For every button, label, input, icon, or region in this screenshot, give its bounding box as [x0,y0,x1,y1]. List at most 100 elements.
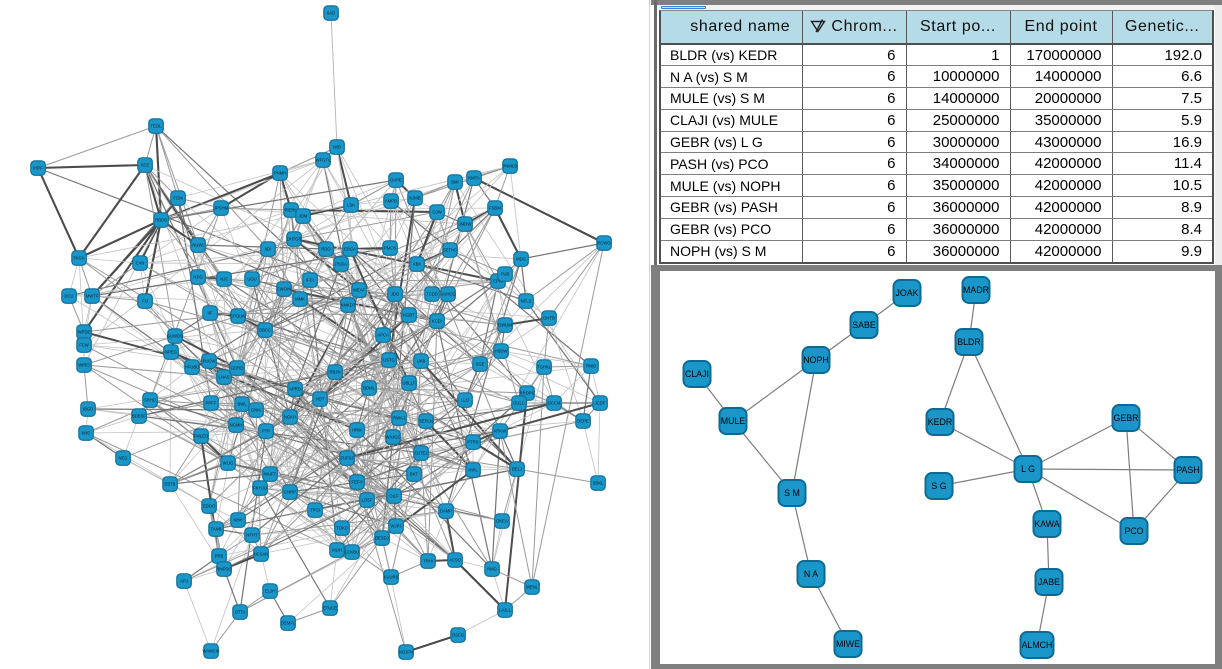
svg-text:MUH: MUH [332,548,342,553]
svg-text:JPSHM: JPSHM [214,206,229,211]
svg-text:PUB: PUB [501,272,510,277]
svg-text:RWAJ: RWAJ [393,416,405,421]
svg-text:BWL: BWL [237,402,247,407]
svg-text:WID: WID [333,145,341,150]
svg-text:GEBR: GEBR [1114,413,1139,423]
svg-text:TEOL: TEOL [151,124,163,129]
svg-text:OEMFL: OEMFL [281,621,296,626]
svg-text:IIDI: IIDI [265,247,272,252]
svg-text:SRHO: SRHO [144,398,157,403]
svg-text:NGKH: NGKH [284,415,296,420]
svg-text:CNRP: CNRP [284,490,296,495]
svg-text:L G: L G [1021,464,1035,474]
svg-text:PIERN: PIERN [285,208,298,213]
svg-text:OULC: OULC [513,401,525,406]
svg-text:DWUM: DWUM [498,323,512,328]
svg-text:UGU: UGU [247,277,256,282]
svg-text:RBDS: RBDS [155,218,167,223]
svg-text:OSCG: OSCG [452,633,464,638]
svg-text:PNMH: PNMH [274,171,286,176]
svg-text:OJTEJ: OJTEJ [415,451,428,456]
svg-text:ACSO: ACSO [449,558,462,563]
svg-text:IHPL: IHPL [468,468,478,473]
svg-text:TGHKL: TGHKL [537,365,552,370]
svg-text:MENL: MENL [526,585,538,590]
svg-text:NHH: NHH [233,518,242,523]
svg-text:MIWE: MIWE [836,639,860,649]
svg-text:GNIK: GNIK [251,408,261,413]
svg-text:SETHC: SETHC [443,248,457,253]
svg-text:DCU: DCU [64,294,73,299]
svg-text:TOKD: TOKD [336,526,348,531]
svg-text:JOAK: JOAK [896,288,919,298]
svg-text:AMPD: AMPD [385,199,397,204]
svg-text:RRDPS: RRDPS [520,391,535,396]
svg-text:EBTB: EBTB [165,482,176,487]
svg-text:PRB: PRB [215,554,224,559]
svg-text:N A: N A [804,569,818,579]
svg-text:BDML: BDML [363,386,375,391]
svg-text:KGBT: KGBT [403,313,415,318]
svg-text:PTRS: PTRS [467,440,478,445]
svg-text:BESDJ: BESDJ [375,536,389,541]
svg-text:KEDR: KEDR [928,417,952,427]
svg-text:RMPDO: RMPDO [216,567,232,572]
svg-text:KBK: KBK [413,262,422,267]
svg-text:OAPE: OAPE [390,178,402,183]
svg-text:DBCC: DBCC [259,328,271,333]
svg-text:APJ: APJ [180,579,188,584]
svg-text:KCDI: KCDI [432,319,442,324]
svg-text:OKEA: OKEA [496,519,508,524]
svg-text:KAWA: KAWA [1034,519,1059,529]
svg-text:FEFH: FEFH [352,480,363,485]
svg-text:PASH: PASH [1176,465,1199,475]
svg-text:APRD: APRD [289,387,301,392]
svg-text:WUFT: WUFT [264,472,277,477]
svg-text:HFUBU: HFUBU [185,365,199,370]
svg-text:LCKBU: LCKBU [345,550,359,555]
svg-text:FIJ: FIJ [142,299,148,304]
svg-text:HOT: HOT [316,397,325,402]
svg-text:PCWO: PCWO [597,241,611,246]
svg-text:OHTB: OHTB [543,316,555,321]
svg-text:NPEG: NPEG [165,350,177,355]
svg-text:TPOI: TPOI [310,508,320,513]
svg-text:WIRO: WIRO [78,363,90,368]
svg-text:TRHI: TRHI [423,559,433,564]
svg-text:KHD: KHD [82,431,91,436]
svg-text:WEAF: WEAF [353,288,366,293]
svg-text:DEPE: DEPE [577,419,589,424]
svg-text:NTKW: NTKW [494,429,506,434]
svg-text:FOM: FOM [173,196,183,201]
svg-text:PNMCS: PNMCS [502,164,517,169]
svg-text:LSK: LSK [347,203,355,208]
svg-text:WAJGC: WAJGC [386,435,401,440]
svg-text:KUURB: KUURB [384,575,399,580]
svg-text:IBGD: IBGD [83,407,93,412]
svg-text:TANB: TANB [211,527,222,532]
svg-text:BMI: BMI [451,180,458,185]
svg-text:USTG: USTG [383,358,395,363]
svg-text:KMTA: KMTA [468,176,480,181]
svg-text:TCDD: TCDD [426,292,438,297]
svg-text:UBLLF: UBLLF [402,381,415,386]
svg-text:CAN: CAN [136,261,145,266]
svg-text:CLAJI: CLAJI [685,369,709,379]
svg-text:EDOO: EDOO [203,504,216,509]
svg-text:JOM: JOM [299,214,308,219]
svg-text:HCSAN: HCSAN [254,552,269,557]
svg-text:OHTGR: OHTGR [286,237,301,242]
svg-text:JDO: JDO [391,292,400,297]
svg-text:WLIG: WLIG [223,461,234,466]
svg-text:LNAS: LNAS [219,375,230,380]
svg-text:MDG: MDG [516,257,526,262]
svg-text:UKB: UKB [417,359,426,364]
svg-text:FCW: FCW [79,343,89,348]
svg-text:NOJFN: NOJFN [399,650,413,655]
svg-text:FSBM: FSBM [489,206,501,211]
svg-text:IIF: IIF [208,311,213,316]
svg-text:CPGUM: CPGUM [230,314,246,319]
svg-text:PTP: PTP [262,429,270,434]
svg-text:PUCW: PUCW [203,359,216,364]
svg-text:FUFSJ: FUFSJ [340,456,353,461]
